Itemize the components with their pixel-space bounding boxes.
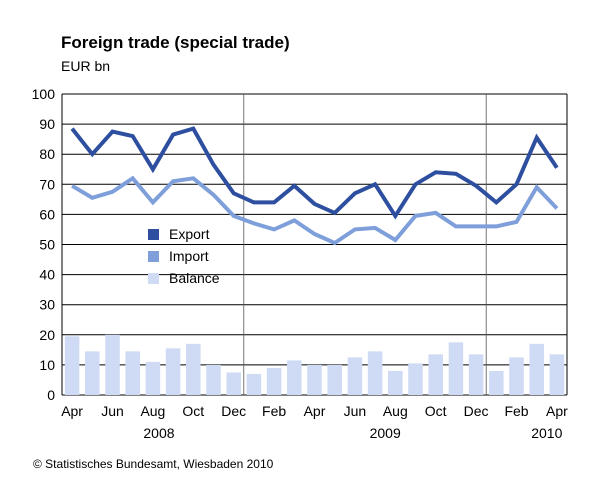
y-tick-label: 70	[39, 176, 55, 192]
legend: Export Import Balance	[148, 226, 220, 286]
year-label: 2010	[531, 425, 562, 441]
x-tick-label: Apr	[61, 403, 83, 419]
y-axis: 0 10 20 30 40 50 60 70 80 90 100	[32, 86, 56, 403]
balance-bar	[307, 364, 322, 395]
y-tick-label: 80	[39, 146, 55, 162]
source-note: © Statistisches Bundesamt, Wiesbaden 201…	[33, 457, 274, 471]
balance-bar	[549, 354, 565, 395]
balance-bar	[287, 360, 302, 395]
x-tick-label: Feb	[504, 403, 528, 419]
y-tick-label: 60	[39, 206, 55, 222]
export-line	[70, 126, 559, 220]
balance-bar	[448, 342, 464, 395]
balance-bar	[367, 351, 383, 395]
x-tick-label: Aug	[140, 403, 165, 419]
balance-bar	[226, 372, 241, 395]
chart-title: Foreign trade (special trade)	[61, 33, 290, 52]
y-tick-label: 90	[39, 116, 55, 132]
x-tick-label: Aug	[383, 403, 408, 419]
balance-bar	[145, 361, 161, 395]
balance-bar	[125, 351, 140, 395]
balance-bar	[206, 364, 221, 395]
balance-bar	[105, 334, 120, 395]
balance-bar	[266, 367, 282, 395]
balance-bar	[388, 370, 403, 395]
x-tick-label: Feb	[262, 403, 286, 419]
y-tick-label: 10	[39, 357, 55, 373]
balance-bar	[64, 336, 80, 395]
legend-swatch-import	[148, 251, 159, 262]
legend-swatch-balance	[148, 273, 159, 284]
balance-bar	[529, 343, 544, 395]
y-tick-label: 30	[39, 297, 55, 313]
balance-bar	[428, 354, 443, 395]
y-tick-label: 40	[39, 267, 55, 283]
year-label: 2008	[143, 425, 174, 441]
balance-bar	[347, 357, 363, 395]
grid	[61, 93, 568, 396]
balance-bars	[64, 334, 565, 395]
x-axis: Apr Jun Aug Oct Dec Feb Apr Jun Aug Oct Dec Feb Apr 2…	[61, 403, 568, 441]
y-tick-label: 50	[39, 237, 55, 253]
y-tick-label: 100	[32, 86, 56, 102]
year-label: 2009	[370, 425, 401, 441]
series-lines	[70, 126, 559, 246]
balance-bar	[246, 373, 262, 395]
x-tick-label: Dec	[464, 403, 489, 419]
x-tick-label: Jun	[344, 403, 367, 419]
legend-label-balance: Balance	[169, 270, 220, 286]
balance-bar	[489, 370, 504, 395]
y-tick-label: 0	[47, 387, 55, 403]
balance-bar	[327, 364, 342, 395]
balance-bar	[85, 351, 100, 395]
balance-bar	[165, 348, 181, 395]
legend-label-import: Import	[169, 248, 209, 264]
balance-bar	[186, 343, 201, 395]
balance-bar	[468, 354, 484, 395]
x-tick-label: Dec	[221, 403, 246, 419]
x-tick-label: Oct	[182, 403, 204, 419]
legend-swatch-export	[148, 229, 159, 240]
legend-label-export: Export	[169, 226, 210, 242]
x-tick-label: Apr	[304, 403, 326, 419]
y-tick-label: 20	[39, 327, 55, 343]
chart-subtitle: EUR bn	[61, 58, 111, 74]
balance-bar	[509, 357, 524, 395]
balance-bar	[408, 363, 423, 395]
import-line	[71, 175, 559, 246]
x-tick-label: Jun	[101, 403, 124, 419]
x-tick-label: Oct	[425, 403, 447, 419]
x-tick-label: Apr	[546, 403, 568, 419]
